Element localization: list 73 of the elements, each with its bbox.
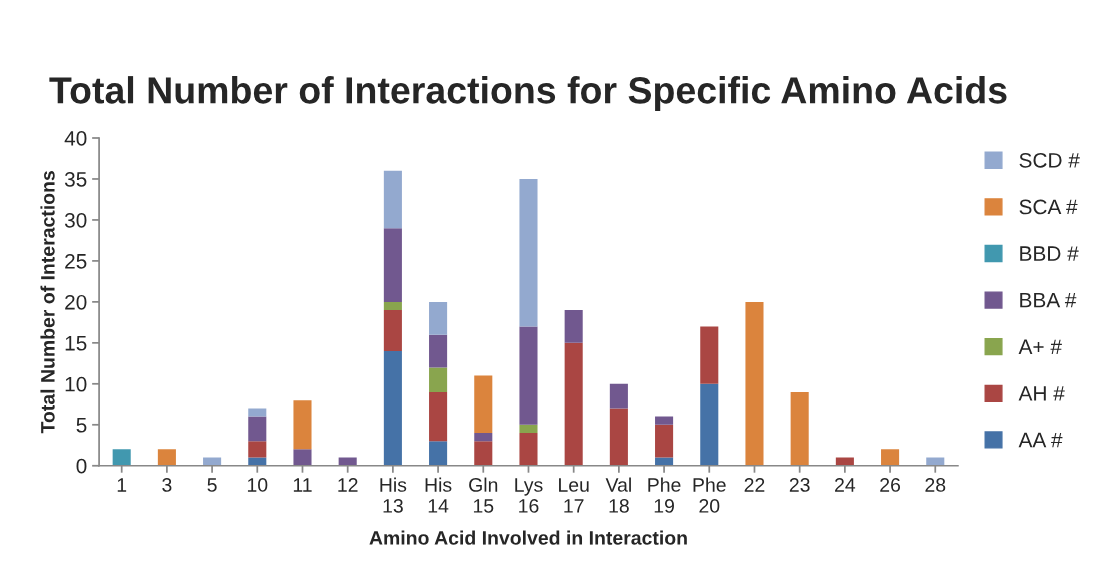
bar xyxy=(383,301,402,311)
x-tick-label: His 13 xyxy=(380,477,407,513)
bar xyxy=(429,392,448,442)
legend-label: BBD # xyxy=(1020,246,1079,261)
y-tick-label: 0 xyxy=(76,458,87,474)
x-tick-label: 22 xyxy=(744,478,765,492)
x-tick-label: His 14 xyxy=(425,477,452,513)
legend-label: BBA # xyxy=(1020,292,1077,308)
bar xyxy=(293,449,312,466)
bar xyxy=(519,432,538,466)
x-tick-label: 5 xyxy=(207,478,217,492)
x-tick-label: 23 xyxy=(789,478,810,492)
legend-label: A+ # xyxy=(1018,339,1062,354)
bar xyxy=(248,441,267,458)
y-tick-label: 35 xyxy=(64,171,87,187)
x-tick-label: 24 xyxy=(835,478,856,492)
bar xyxy=(519,326,538,425)
legend-label: SCD # xyxy=(1019,152,1080,168)
y-tick-label: 40 xyxy=(64,131,87,146)
bar xyxy=(745,301,764,466)
bar xyxy=(248,416,267,442)
y-tick-label: 10 xyxy=(65,376,87,392)
y-axis-title: Total Number of Interactions xyxy=(40,171,55,434)
bar xyxy=(112,449,131,466)
x-tick-label: 10 xyxy=(247,478,268,492)
x-tick-label: 3 xyxy=(162,478,172,492)
bar xyxy=(383,310,402,352)
x-tick-label: 26 xyxy=(880,478,901,492)
bar xyxy=(474,432,493,442)
x-axis-title: Amino Acid Involved in Interaction xyxy=(369,530,687,545)
y-tick-label: 5 xyxy=(76,418,87,433)
x-tick-label: 28 xyxy=(925,478,946,492)
bar xyxy=(564,342,583,466)
bar xyxy=(429,367,448,393)
bar xyxy=(519,178,538,327)
bar xyxy=(700,383,719,466)
bar xyxy=(474,375,493,433)
bar xyxy=(655,416,674,425)
chart-title: Total Number of Interactions for Specific Amino Acids xyxy=(49,76,1007,112)
bar xyxy=(157,449,176,466)
bar xyxy=(474,441,493,466)
bar xyxy=(881,449,900,466)
legend-label: SCA # xyxy=(1019,199,1078,215)
x-tick-label: Leu 17 xyxy=(559,478,589,513)
bar xyxy=(429,301,448,335)
y-tick-label: 25 xyxy=(65,253,87,269)
bar xyxy=(700,326,719,384)
bar xyxy=(790,392,809,466)
bar xyxy=(655,424,674,458)
x-tick-label: Lys 16 xyxy=(515,478,543,513)
legend-label: AH # xyxy=(1018,386,1065,401)
bar xyxy=(383,170,402,229)
x-tick-label: 11 xyxy=(293,478,312,492)
bar xyxy=(519,424,538,433)
bar xyxy=(383,351,402,466)
x-tick-label: 12 xyxy=(338,478,358,492)
bar xyxy=(609,408,628,466)
x-tick-label: Val 18 xyxy=(605,477,631,513)
bar xyxy=(564,310,583,343)
bar xyxy=(429,334,448,368)
y-tick-label: 15 xyxy=(65,336,87,351)
legend-label: AA # xyxy=(1018,432,1063,448)
x-tick-label: 1 xyxy=(117,478,127,492)
x-tick-label: Gln 15 xyxy=(469,477,498,513)
y-tick-label: 20 xyxy=(65,294,87,310)
bar xyxy=(248,408,267,417)
bar xyxy=(293,400,312,450)
x-tick-label: Phe 19 xyxy=(648,477,681,513)
bar xyxy=(429,441,448,466)
bar xyxy=(609,383,628,409)
x-tick-label: Phe 20 xyxy=(693,477,726,513)
bar xyxy=(383,228,402,302)
y-tick-label: 30 xyxy=(64,212,87,228)
